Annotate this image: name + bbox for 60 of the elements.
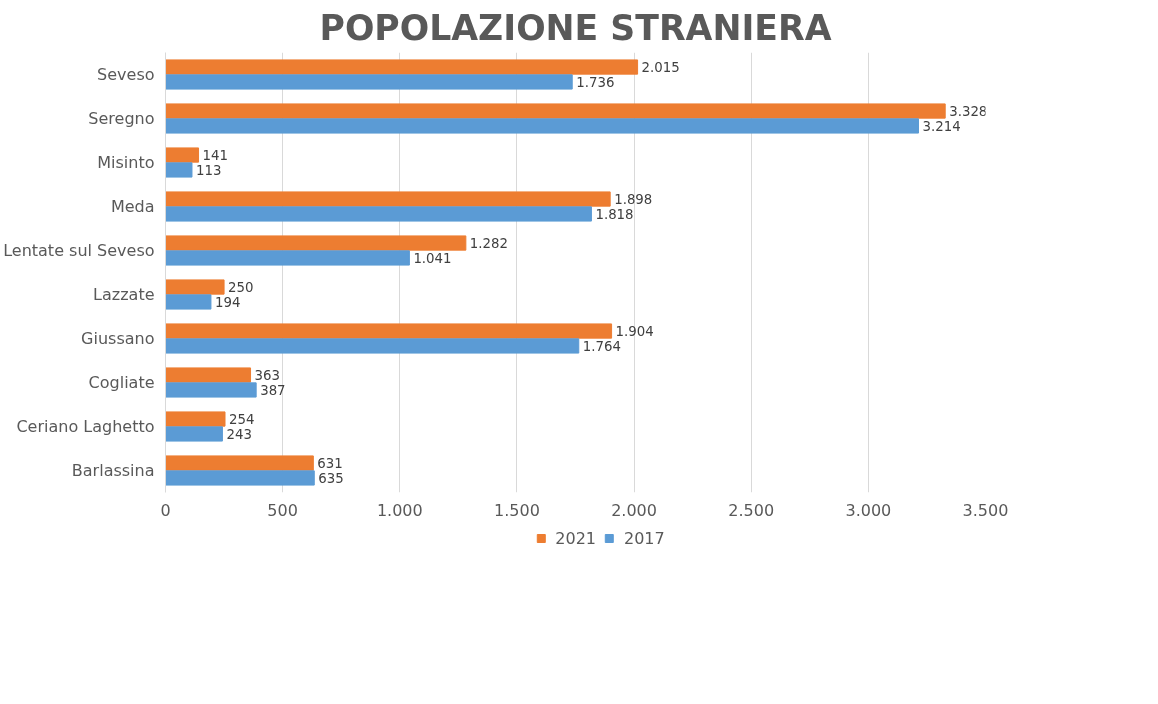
data-label: 2.015: [641, 60, 680, 76]
bar: [165, 382, 257, 398]
x-tick-label: 0: [160, 500, 171, 520]
bar: [165, 279, 225, 295]
data-label: 363: [254, 368, 280, 384]
bar: [165, 426, 223, 442]
bar: [165, 470, 315, 486]
y-tick-label: Lentate sul Seveso: [3, 241, 155, 260]
data-label: 1.818: [595, 206, 634, 222]
bar: [165, 367, 252, 383]
data-label: 113: [195, 162, 222, 178]
x-tick-label: 2.500: [728, 500, 775, 520]
bar: [165, 411, 226, 427]
data-label: 387: [260, 382, 286, 398]
y-tick-label: Lazzate: [93, 285, 155, 304]
data-label: 1.282: [469, 236, 509, 252]
data-label: 254: [229, 412, 255, 428]
x-tick-label: 3.500: [962, 500, 1009, 520]
bar: [165, 455, 314, 471]
bar: [165, 250, 410, 266]
bar: [165, 147, 200, 163]
y-tick-label: Cogliate: [88, 373, 155, 392]
y-tick-label: Giussano: [81, 329, 155, 348]
x-tick-label: 1.000: [376, 500, 423, 520]
x-tick-label: 2.000: [611, 500, 657, 520]
bar: [165, 74, 573, 90]
data-label: 1.898: [614, 192, 653, 208]
data-label: 141: [202, 148, 228, 164]
data-label: 3.214: [922, 118, 961, 134]
data-label: 250: [228, 280, 254, 296]
chart-title: POPOLAZIONE STRANIERA: [319, 7, 832, 48]
bar: [165, 338, 580, 354]
bar: [165, 59, 639, 75]
bar: [165, 294, 212, 310]
data-label: 1.041: [413, 250, 452, 266]
data-label: 1.904: [615, 324, 654, 340]
bar: [165, 162, 193, 178]
bar: [165, 118, 919, 134]
data-label: 1.736: [576, 74, 615, 90]
bar: [165, 206, 592, 222]
y-tick-label: Misinto: [97, 153, 155, 172]
bar: [165, 235, 467, 251]
x-tick-label: 500: [267, 500, 298, 520]
bar: [165, 191, 611, 207]
data-label: 243: [226, 426, 252, 442]
data-label: 631: [317, 456, 343, 472]
y-tick-label: Ceriano Laghetto: [16, 417, 155, 436]
y-tick-label: Seregno: [88, 109, 155, 128]
legend-label: 2021: [555, 528, 596, 548]
bar: [165, 323, 613, 339]
x-tick-label: 1.500: [494, 500, 540, 520]
data-label: 635: [318, 470, 344, 486]
data-label: 1.764: [582, 338, 621, 354]
data-label: 194: [214, 294, 241, 310]
legend-label: 2017: [624, 528, 665, 548]
bar: [165, 103, 946, 119]
y-tick-label: Meda: [110, 197, 155, 216]
y-tick-label: Barlassina: [71, 461, 155, 480]
x-tick-label: 3.000: [845, 500, 892, 520]
y-tick-label: Seveso: [97, 65, 155, 84]
